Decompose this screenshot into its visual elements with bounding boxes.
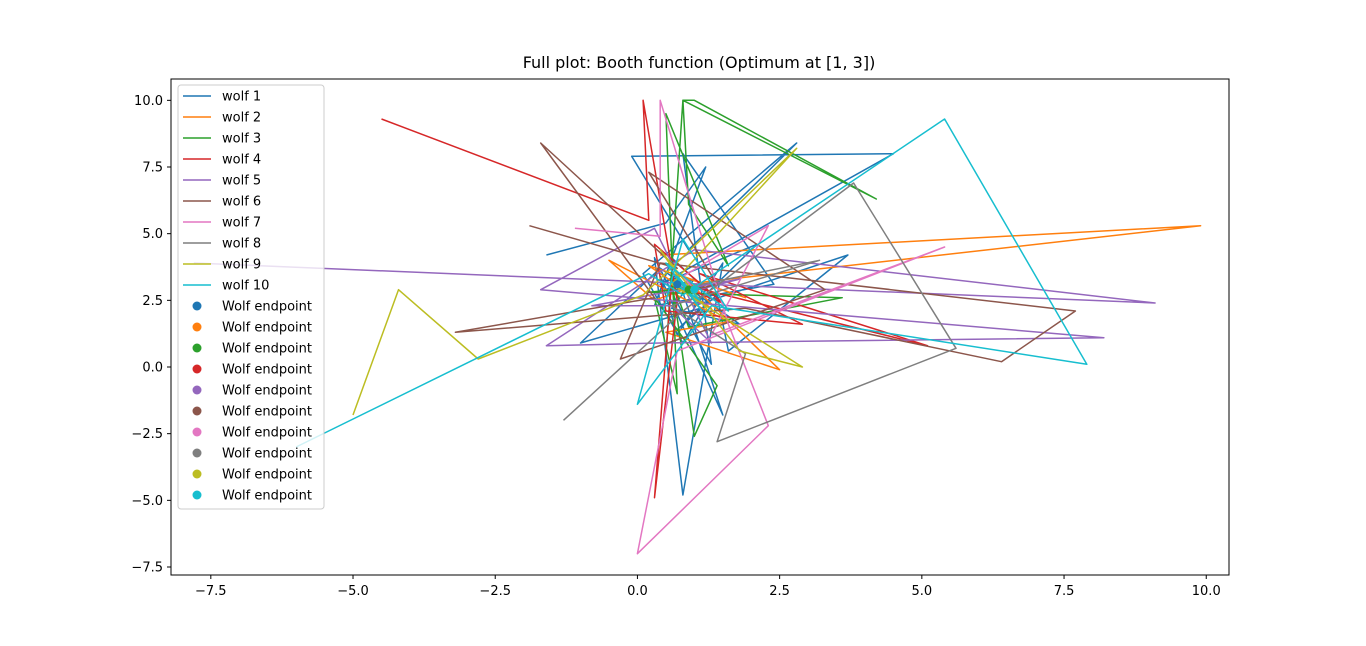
series-layer xyxy=(193,99,1202,555)
wolf-endpoint-1 xyxy=(673,280,682,289)
legend-swatch-marker xyxy=(192,448,202,458)
y-axis: −7.5 −5.0 −2.5 0.0 2.5 5.0 7.5 10.0 xyxy=(131,94,171,576)
legend-label: Wolf endpoint xyxy=(222,468,312,483)
chart-title: Full plot: Booth function (Optimum at [1… xyxy=(523,53,876,72)
legend-swatch-marker xyxy=(192,343,202,353)
plot-area xyxy=(193,99,1202,555)
x-tick-label: −5.0 xyxy=(337,584,369,599)
legend-label: Wolf endpoint xyxy=(222,384,312,399)
legend-label: Wolf endpoint xyxy=(222,489,312,504)
legend: wolf 1 wolf 2 wolf 3 wolf 4 wolf 5 wolf 6 wolf… xyxy=(177,84,325,510)
legend-swatch-marker xyxy=(192,469,202,479)
y-tick-label: −5.0 xyxy=(131,494,163,509)
legend-swatch-marker xyxy=(192,490,202,500)
x-tick-label: −7.5 xyxy=(195,584,227,599)
legend-label: Wolf endpoint xyxy=(222,363,312,378)
legend-swatch-marker xyxy=(192,427,202,437)
series-line-6 xyxy=(454,142,1077,363)
legend-label: wolf 4 xyxy=(222,153,261,168)
series-line-1 xyxy=(546,142,895,496)
legend-label: Wolf endpoint xyxy=(222,426,312,441)
legend-frame xyxy=(177,84,325,510)
x-tick-label: 0.0 xyxy=(627,584,648,599)
legend-label: wolf 3 xyxy=(222,132,261,147)
legend-label: wolf 7 xyxy=(222,216,261,231)
legend-label: Wolf endpoint xyxy=(222,405,312,420)
legend-label: wolf 8 xyxy=(222,237,261,252)
y-tick-label: 2.5 xyxy=(142,294,163,309)
y-tick-label: 5.0 xyxy=(142,227,163,242)
legend-swatch-marker xyxy=(192,364,202,374)
y-tick-label: 0.0 xyxy=(142,361,163,376)
legend-swatch-marker xyxy=(192,385,202,395)
x-tick-label: 7.5 xyxy=(1054,584,1075,599)
legend-label: wolf 6 xyxy=(222,195,261,210)
legend-label: wolf 2 xyxy=(222,111,261,126)
legend-swatch-marker xyxy=(192,406,202,416)
endpoint-layer xyxy=(673,280,699,294)
legend-label: Wolf endpoint xyxy=(222,447,312,462)
x-tick-label: 10.0 xyxy=(1192,584,1221,599)
y-tick-label: −2.5 xyxy=(131,427,163,442)
series-line-10 xyxy=(295,118,1088,448)
x-tick-label: 2.5 xyxy=(769,584,790,599)
y-tick-label: 10.0 xyxy=(134,94,163,109)
y-tick-label: 7.5 xyxy=(142,161,163,176)
legend-label: wolf 1 xyxy=(222,90,261,105)
series-line-7 xyxy=(574,99,946,555)
series-line-9 xyxy=(352,147,804,416)
legend-label: Wolf endpoint xyxy=(222,342,312,357)
series-line-8 xyxy=(562,182,957,443)
x-tick-label: 5.0 xyxy=(911,584,932,599)
legend-swatch-marker xyxy=(192,301,202,311)
wolf-endpoint-3 xyxy=(684,285,693,294)
legend-label: Wolf endpoint xyxy=(222,300,312,315)
legend-label: wolf 5 xyxy=(222,174,261,189)
legend-label: wolf 10 xyxy=(222,279,269,294)
x-axis: −7.5 −5.0 −2.5 0.0 2.5 5.0 7.5 10.0 xyxy=(195,575,1221,599)
legend-label: Wolf endpoint xyxy=(222,321,312,336)
x-tick-label: −2.5 xyxy=(479,584,511,599)
legend-label: wolf 9 xyxy=(222,258,261,273)
plot-frame xyxy=(170,78,1230,576)
wolf-endpoint-10 xyxy=(690,285,699,294)
legend-swatch-marker xyxy=(192,322,202,332)
y-tick-label: −7.5 xyxy=(131,561,163,576)
